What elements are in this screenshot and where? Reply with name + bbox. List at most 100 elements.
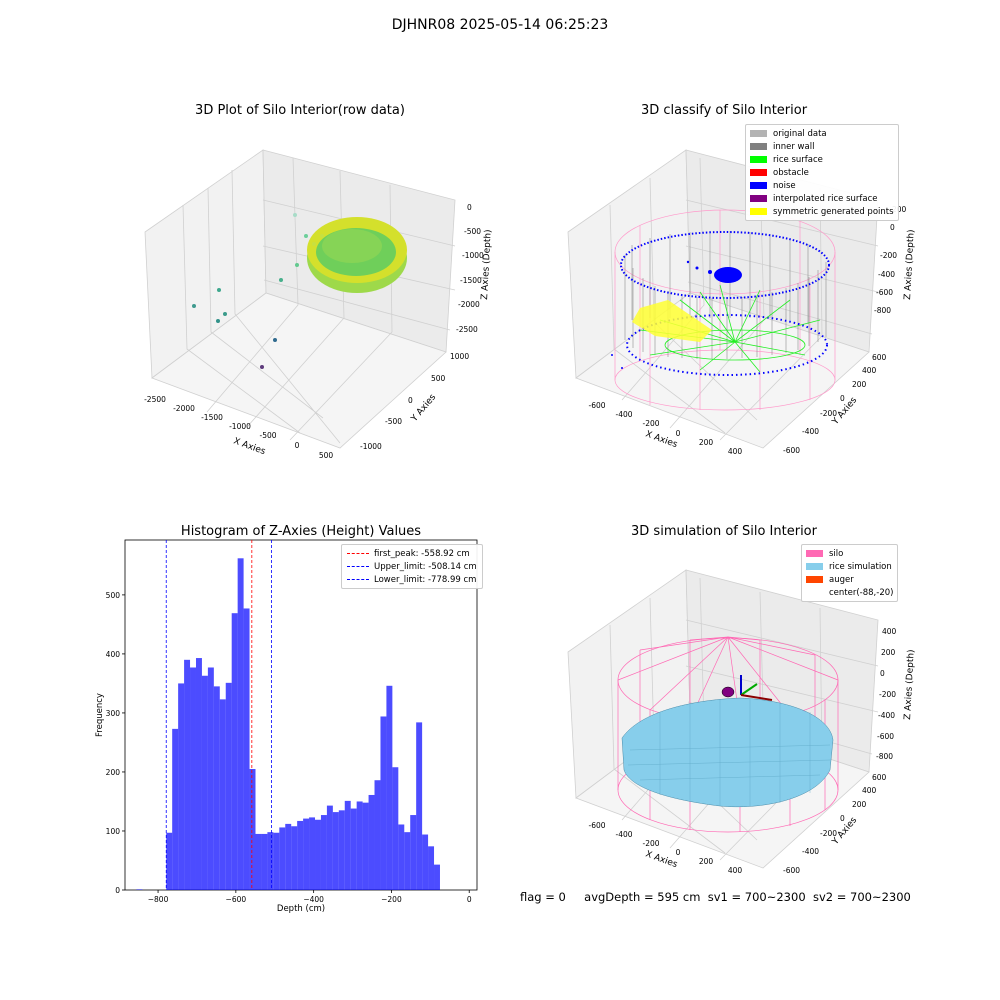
panel2-ztick: -600 xyxy=(876,288,893,297)
histogram-bar xyxy=(136,889,143,890)
histogram-bar xyxy=(422,834,429,890)
histogram-bar xyxy=(320,815,327,890)
legend-item: center(-88,-20) xyxy=(806,586,893,599)
panel1-ytick: 0 xyxy=(408,396,413,405)
panel2-xtick: -200 xyxy=(642,419,659,428)
panel1-zlabel: Z Axies (Depth) xyxy=(480,229,494,300)
histogram-xtick-label: −400 xyxy=(303,895,324,904)
histogram-bar xyxy=(190,667,196,890)
histogram-bar xyxy=(332,812,339,890)
avg-depth-text: avgDepth = 595 cm xyxy=(584,890,701,904)
panel2-ztick: -200 xyxy=(880,251,897,260)
histogram-bar xyxy=(243,608,250,890)
legend-item: symmetric generated points xyxy=(750,205,894,218)
histogram-bar xyxy=(404,832,411,890)
panel4-xtick: 400 xyxy=(728,866,743,875)
histogram-bar xyxy=(172,728,179,890)
panel2-noise-ring-top xyxy=(620,231,830,299)
histogram-xtick-label: −800 xyxy=(148,895,169,904)
panel4-x-ticks: -600 -400 -200 0 200 400 xyxy=(588,821,742,875)
legend-item: original data xyxy=(750,127,894,140)
histogram-ytick-label: 400 xyxy=(106,650,121,659)
histogram-bar xyxy=(195,658,202,890)
panel2-ztick: 200 xyxy=(892,205,907,214)
legend-item: silo xyxy=(806,547,893,560)
panel4-ytick: 600 xyxy=(872,773,887,782)
panel2-ytick: 400 xyxy=(862,366,877,375)
flag-text: flag = 0 xyxy=(520,890,566,904)
legend-swatch xyxy=(750,195,767,202)
histogram-bar xyxy=(291,826,298,890)
histogram-ytick-label: 100 xyxy=(106,827,121,836)
panel2-ytick: 0 xyxy=(840,394,845,403)
histogram-xtick-label: −600 xyxy=(226,895,247,904)
histogram-bar xyxy=(237,558,244,890)
panel2-xtick: -600 xyxy=(588,401,605,410)
panel2-y-ticks: -600 -400 -200 0 200 400 600 xyxy=(783,353,887,455)
histogram-bar xyxy=(285,823,292,890)
legend-item: Lower_limit: -778.99 cm xyxy=(347,573,477,586)
panel1-xtick: 0 xyxy=(295,441,300,450)
status-footer: flag = 0 avgDepth = 595 cm sv1 = 700~230… xyxy=(520,890,911,904)
panel1-ytick: 1000 xyxy=(450,352,469,361)
panel4-ytick: -200 xyxy=(820,829,837,838)
histogram-bar xyxy=(219,699,226,890)
panel1-ytick: 500 xyxy=(431,374,446,383)
panel1-xtick: 500 xyxy=(319,451,334,460)
histogram-xtick-label: 0 xyxy=(467,895,472,904)
histogram-bars xyxy=(136,558,440,890)
panel4-ztick: -400 xyxy=(878,711,895,720)
panel1-xtick: -500 xyxy=(259,431,276,440)
panel4-xtick: -200 xyxy=(642,839,659,848)
histogram-ylabel: Frequency xyxy=(95,693,105,737)
panel1-ztick: -1000 xyxy=(462,251,484,260)
histogram-xtick-label: −200 xyxy=(381,895,402,904)
panel4-ztick: -600 xyxy=(877,732,894,741)
histogram-bar xyxy=(261,833,268,890)
panel4-rice-mesh xyxy=(627,699,831,806)
histogram-bar xyxy=(434,864,440,890)
panel2-ytick: 600 xyxy=(872,353,887,362)
legend-line xyxy=(347,579,369,580)
panel1-y-ticks: -1000 -500 0 500 1000 xyxy=(360,352,469,451)
panel2-xtick: 200 xyxy=(699,438,714,447)
panel2-noise-cluster xyxy=(611,260,742,369)
legend-item: inner wall xyxy=(750,140,894,153)
histogram-bar xyxy=(184,659,191,890)
histogram-bar xyxy=(213,686,220,890)
panel2-ytick: -600 xyxy=(783,446,800,455)
histogram-bar xyxy=(273,832,280,890)
histogram-bar xyxy=(231,613,238,890)
panel4-ytick: -400 xyxy=(802,847,819,856)
histogram-bar xyxy=(386,685,393,890)
legend-swatch xyxy=(750,130,767,137)
histogram-ytick-label: 500 xyxy=(106,591,121,600)
legend-swatch xyxy=(750,182,767,189)
histogram-bar xyxy=(309,817,316,890)
panel1-xtick: -1000 xyxy=(229,422,251,431)
histogram-bar xyxy=(166,832,173,890)
panel2-noise-ring-bottom xyxy=(626,314,828,376)
legend-item: auger xyxy=(806,573,893,586)
histogram-bar xyxy=(344,800,351,890)
panel1-xtick: -2500 xyxy=(144,395,166,404)
legend-swatch xyxy=(806,576,823,583)
panel1-ztick: -500 xyxy=(464,227,481,236)
histogram-bar xyxy=(178,683,185,890)
panel1-z-ticks: 0 -500 -1000 -1500 -2000 -2500 xyxy=(456,203,484,334)
histogram-bar xyxy=(326,805,333,890)
histogram-bar xyxy=(416,722,423,890)
histogram-bar xyxy=(362,802,369,890)
panel2-xtick: 400 xyxy=(728,447,743,456)
panel2-legend: original data inner wall rice surface ob… xyxy=(745,124,899,221)
panel1-xtick: -1500 xyxy=(201,413,223,422)
sv1-text: sv1 = 700~2300 xyxy=(707,890,806,904)
histogram-title: Histogram of Z-Axies (Height) Values xyxy=(180,524,422,539)
panel2-xtick: -400 xyxy=(615,410,632,419)
legend-item: rice simulation xyxy=(806,560,893,573)
panel4-z-ticks: 400 200 0 -200 -400 -600 -800 xyxy=(876,627,897,761)
histogram-bar xyxy=(297,820,304,890)
